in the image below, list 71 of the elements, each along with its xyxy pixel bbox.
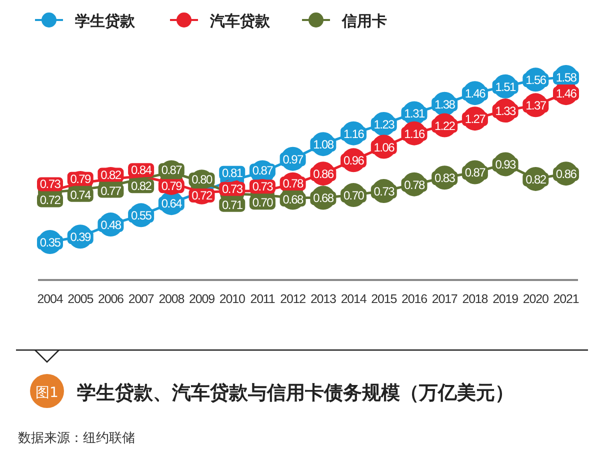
legend-label: 学生贷款 [75,12,136,30]
data-label: 0.86 [313,167,334,182]
data-label: 0.55 [130,208,152,223]
data-label: 0.64 [161,196,183,211]
data-label: 0.82 [100,168,122,182]
data-label: 1.08 [313,138,334,152]
source-note: 数据来源：纽约联储 [18,431,135,446]
data-label: 1.16 [343,126,365,141]
x-tick-label: 2010 [219,292,246,306]
data-label: 0.80 [192,172,213,186]
data-label: 0.68 [282,192,304,207]
data-label: 0.97 [282,152,304,166]
data-label: 0.78 [404,178,426,192]
x-tick-label: 2009 [189,292,216,306]
data-label: 0.82 [526,172,547,186]
legend-label: 汽车贷款 [209,12,271,30]
data-label: 0.74 [70,188,92,202]
x-tick-label: 2007 [128,292,154,306]
data-label: 0.84 [130,163,152,178]
x-tick-label: 2020 [522,292,549,306]
data-label: 0.73 [374,184,396,199]
x-tick-label: 2014 [340,292,367,306]
data-label: 0.39 [70,230,92,244]
x-tick-label: 2006 [98,292,124,306]
data-label: 1.37 [526,98,547,113]
text: 学生贷款、汽车贷款与信用卡债务规模（万亿美元） [77,382,514,404]
data-label: 0.79 [70,172,92,186]
data-label: 1.58 [556,70,578,84]
data-label: 0.87 [161,163,183,178]
x-tick-label: 2015 [371,292,398,306]
data-label: 1.38 [434,97,456,112]
x-tick-label: 2011 [250,292,276,306]
x-tick-label: 2008 [158,292,185,306]
legend-label: 信用卡 [341,12,387,30]
data-label: 1.22 [434,118,456,133]
data-label: 0.93 [495,158,516,172]
data-label: 1.23 [374,117,396,132]
data-label: 0.78 [282,176,304,191]
x-tick-label: 2004 [37,292,64,306]
data-label: 0.79 [161,179,183,194]
data-label: 1.16 [404,126,426,141]
x-tick-label: 2021 [553,292,580,306]
x-tick-label: 2018 [462,292,488,306]
data-label: 0.71 [222,198,244,212]
data-label: 1.27 [464,112,486,126]
data-label: 1.33 [495,104,516,118]
data-label: 1.56 [526,73,547,88]
x-tick-label: 2013 [310,292,337,306]
data-label: 0.48 [100,218,122,232]
data-label: 0.83 [434,171,456,186]
data-label: 0.77 [100,184,122,198]
caption: 图1 [36,385,58,401]
x-tick-label: 2017 [432,292,458,306]
data-label: 0.96 [343,154,365,168]
data-label: 0.35 [40,236,62,250]
x-tick-label: 2016 [402,292,428,306]
data-label: 0.82 [130,179,152,194]
data-label: 0.70 [343,188,365,203]
data-label: 0.68 [313,191,334,206]
data-label: 0.87 [464,166,486,180]
data-label: 1.46 [464,86,486,101]
data-label: 0.86 [556,167,578,182]
data-label: 1.51 [495,80,516,94]
x-tick-label: 2012 [280,292,306,306]
data-label: 1.31 [404,106,426,121]
data-label: 0.87 [252,164,274,178]
data-label: 1.06 [374,140,396,154]
data-label: 1.46 [556,86,578,101]
data-label: 0.72 [192,188,213,202]
x-tick-label: 2019 [492,292,519,306]
x-tick-label: 2005 [68,292,94,306]
